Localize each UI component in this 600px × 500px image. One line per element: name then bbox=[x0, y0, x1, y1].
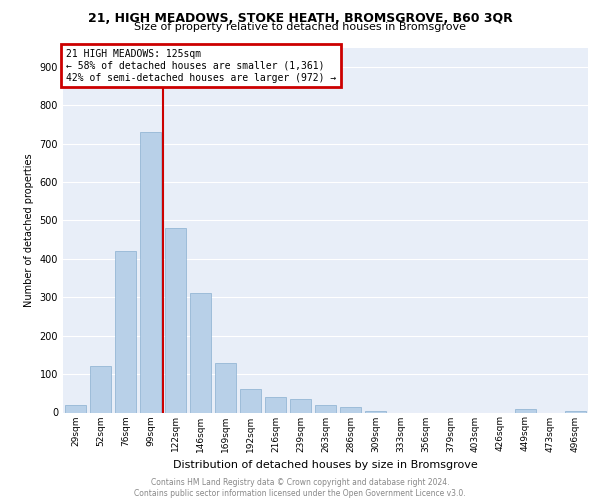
Bar bbox=[315, 405, 336, 412]
Bar bbox=[65, 405, 86, 412]
Bar bbox=[365, 410, 386, 412]
Text: 21, HIGH MEADOWS, STOKE HEATH, BROMSGROVE, B60 3QR: 21, HIGH MEADOWS, STOKE HEATH, BROMSGROV… bbox=[88, 12, 512, 24]
X-axis label: Distribution of detached houses by size in Bromsgrove: Distribution of detached houses by size … bbox=[173, 460, 478, 470]
Bar bbox=[565, 410, 586, 412]
Text: Size of property relative to detached houses in Bromsgrove: Size of property relative to detached ho… bbox=[134, 22, 466, 32]
Bar bbox=[190, 294, 211, 412]
Bar bbox=[90, 366, 111, 412]
Text: 21 HIGH MEADOWS: 125sqm
← 58% of detached houses are smaller (1,361)
42% of semi: 21 HIGH MEADOWS: 125sqm ← 58% of detache… bbox=[65, 50, 336, 82]
Bar bbox=[265, 397, 286, 412]
Bar bbox=[115, 251, 136, 412]
Bar bbox=[240, 390, 261, 412]
Bar bbox=[140, 132, 161, 412]
Text: Contains HM Land Registry data © Crown copyright and database right 2024.
Contai: Contains HM Land Registry data © Crown c… bbox=[134, 478, 466, 498]
Y-axis label: Number of detached properties: Number of detached properties bbox=[24, 153, 34, 307]
Bar bbox=[290, 399, 311, 412]
Bar bbox=[215, 362, 236, 412]
Bar bbox=[340, 406, 361, 412]
Bar bbox=[515, 408, 536, 412]
Bar bbox=[165, 228, 186, 412]
